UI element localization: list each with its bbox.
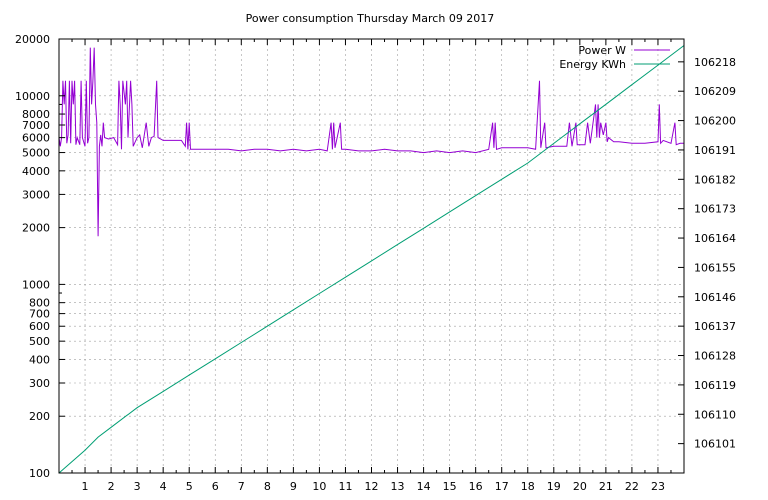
x-tick-label: 6 <box>212 480 219 493</box>
y-right-tick-label: 106191 <box>694 144 736 157</box>
y-left-tick-label: 300 <box>29 377 50 390</box>
y-left-tick-label: 5000 <box>22 147 50 160</box>
x-tick-label: 22 <box>625 480 639 493</box>
x-tick-label: 14 <box>417 480 431 493</box>
series-line-energy-kwh <box>58 45 685 474</box>
x-tick-label: 4 <box>160 480 167 493</box>
y-right-tick-label: 106101 <box>694 438 736 451</box>
x-tick-label: 9 <box>290 480 297 493</box>
x-tick-label: 1 <box>82 480 89 493</box>
y-left-tick-label: 7000 <box>22 119 50 132</box>
x-tick-label: 2 <box>108 480 115 493</box>
x-tick-label: 18 <box>521 480 535 493</box>
y-right-tick-label: 106200 <box>694 115 736 128</box>
y-left-tick-label: 100 <box>29 467 50 480</box>
x-tick-label: 19 <box>547 480 561 493</box>
legend-label-power-w: Power W <box>578 44 626 57</box>
y-left-tick-label: 20000 <box>15 33 50 46</box>
y-left-tick-label: 8000 <box>22 108 50 121</box>
chart-title: Power consumption Thursday March 09 2017 <box>246 12 495 25</box>
y-left-tick-label: 3000 <box>22 188 50 201</box>
y-right-tick-label: 106155 <box>694 261 736 274</box>
x-tick-label: 17 <box>495 480 509 493</box>
y-left-tick-label: 4000 <box>22 165 50 178</box>
x-tick-label: 13 <box>391 480 405 493</box>
x-tick-label: 10 <box>312 480 326 493</box>
y-left-tick-label: 2000 <box>22 222 50 235</box>
y-right-tick-label: 106209 <box>694 85 736 98</box>
x-tick-label: 11 <box>338 480 352 493</box>
x-tick-label: 7 <box>238 480 245 493</box>
y-axis-right: 106101 106110 106119 106128 106137 106146 1061… <box>678 56 736 451</box>
y-right-tick-label: 106128 <box>694 350 736 363</box>
y-left-tick-label: 6000 <box>22 132 50 145</box>
y-left-tick-label: 10000 <box>15 90 50 103</box>
y-left-tick-label: 1000 <box>22 278 50 291</box>
y-left-tick-label: 600 <box>29 320 50 333</box>
y-right-tick-label: 106146 <box>694 291 736 304</box>
x-tick-label: 21 <box>599 480 613 493</box>
x-tick-label: 23 <box>651 480 665 493</box>
x-tick-label: 20 <box>573 480 587 493</box>
y-right-tick-label: 106182 <box>694 173 736 186</box>
y-right-tick-label: 106137 <box>694 320 736 333</box>
y-right-tick-label: 106218 <box>694 56 736 69</box>
series-line-power-w <box>58 47 684 237</box>
legend-label-energy-kwh: Energy KWh <box>559 58 626 71</box>
x-tick-label: 15 <box>443 480 457 493</box>
x-tick-label: 8 <box>264 480 271 493</box>
x-axis: 1 2 3 4 5 6 7 8 9 10 11 12 13 14 15 16 17 18 19 20 21 22 23 <box>71 39 672 493</box>
y-right-tick-label: 106119 <box>694 379 736 392</box>
y-left-tick-label: 700 <box>29 308 50 321</box>
y-left-tick-label: 400 <box>29 353 50 366</box>
y-left-tick-label: 200 <box>29 410 50 423</box>
y-right-tick-label: 106164 <box>694 232 736 245</box>
x-tick-label: 16 <box>469 480 483 493</box>
grid-lines <box>59 38 684 474</box>
x-tick-label: 5 <box>186 480 193 493</box>
y-right-tick-label: 106110 <box>694 408 736 421</box>
x-tick-label: 12 <box>365 480 379 493</box>
y-left-tick-label: 500 <box>29 335 50 348</box>
series-layer <box>58 45 685 474</box>
y-right-tick-label: 106173 <box>694 203 736 216</box>
x-tick-label: 3 <box>134 480 141 493</box>
y-left-tick-label: 800 <box>29 297 50 310</box>
